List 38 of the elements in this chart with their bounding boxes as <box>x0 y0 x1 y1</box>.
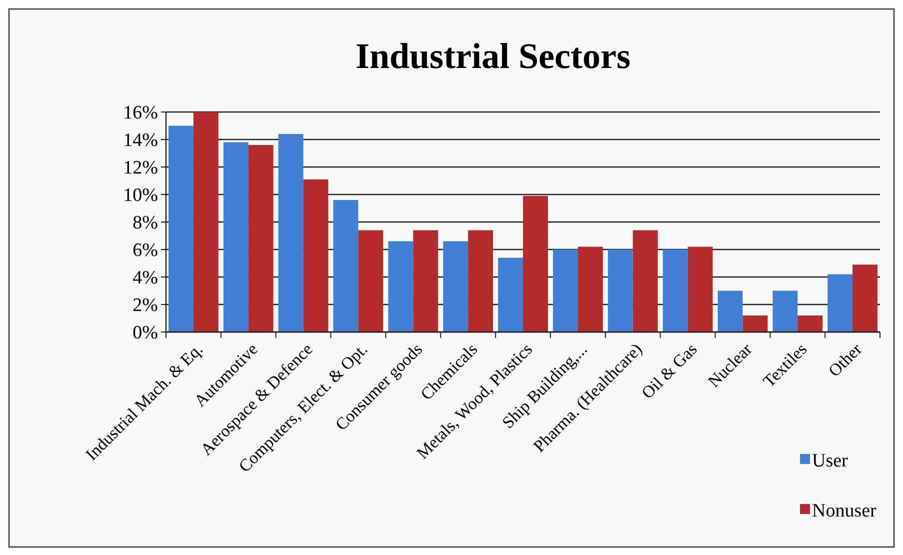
bar <box>388 241 414 332</box>
bar <box>798 316 823 332</box>
bar <box>523 196 548 332</box>
bar <box>742 316 768 332</box>
y-tick-label: 6% <box>132 240 158 262</box>
bar <box>333 200 358 332</box>
bar <box>718 290 743 332</box>
bar <box>552 250 578 332</box>
bar <box>303 179 328 332</box>
y-tick-label: 16% <box>123 102 158 124</box>
bar <box>662 250 688 332</box>
bar <box>688 246 713 332</box>
y-tick-label: 14% <box>123 130 158 152</box>
bar <box>358 230 384 332</box>
y-tick-label: 8% <box>132 212 158 234</box>
bar <box>413 230 438 332</box>
bar <box>608 250 633 332</box>
bar <box>248 145 274 332</box>
y-tick-label: 2% <box>132 295 158 316</box>
bar <box>828 274 853 332</box>
bar <box>193 112 218 332</box>
y-tick-label: 0% <box>132 322 158 344</box>
bar <box>498 258 523 332</box>
bar <box>852 264 878 332</box>
legend-label: Nonuser <box>812 500 878 522</box>
bar <box>443 241 468 332</box>
bar <box>632 230 658 332</box>
y-tick-label: 12% <box>123 158 158 179</box>
chart-title: Industrial Sectors <box>355 36 631 76</box>
bar <box>772 290 798 332</box>
bar <box>468 230 494 332</box>
bar <box>578 246 603 332</box>
y-tick-label: 4% <box>132 268 158 289</box>
bar <box>278 134 304 332</box>
bar <box>223 142 248 332</box>
y-tick-label: 10% <box>123 185 158 206</box>
legend-label: User <box>812 450 849 472</box>
bar <box>168 126 194 332</box>
